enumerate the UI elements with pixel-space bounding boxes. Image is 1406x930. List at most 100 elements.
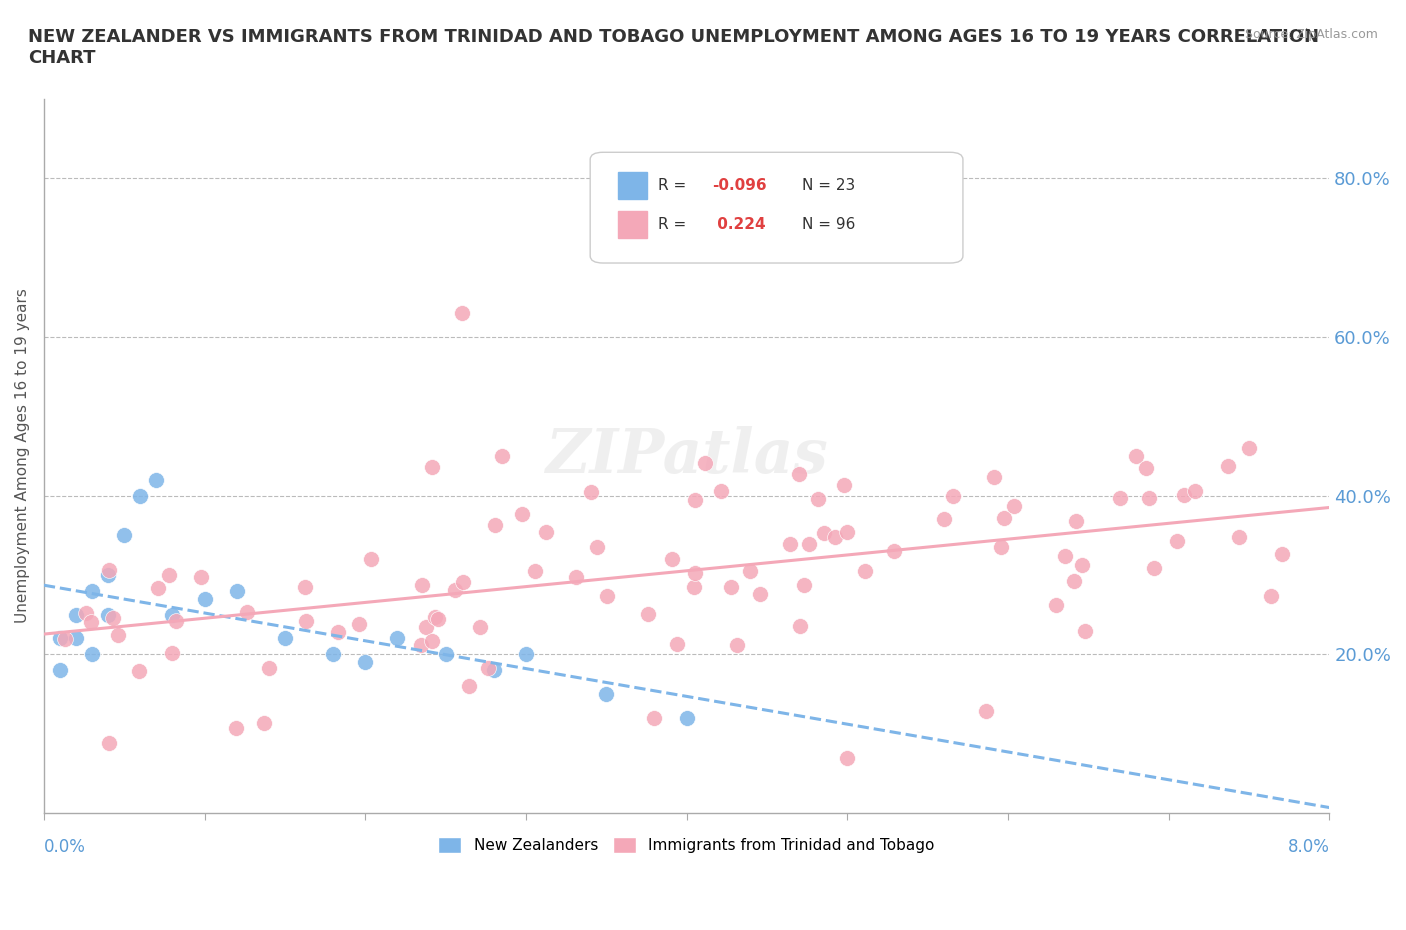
Point bbox=[148, 580, 170, 595]
Point bbox=[294, 579, 316, 594]
Legend: New Zealanders, Immigrants from Trinidad and Tobago: New Zealanders, Immigrants from Trinidad… bbox=[432, 830, 941, 859]
Text: N = 23: N = 23 bbox=[803, 178, 855, 193]
Text: NEW ZEALANDER VS IMMIGRANTS FROM TRINIDAD AND TOBAGO UNEMPLOYMENT AMONG AGES 16 : NEW ZEALANDER VS IMMIGRANTS FROM TRINIDA… bbox=[28, 28, 1319, 67]
Point bbox=[1229, 529, 1251, 544]
Point bbox=[682, 579, 704, 594]
Point bbox=[458, 679, 481, 694]
Text: 8.0%: 8.0% bbox=[1288, 839, 1329, 857]
Point bbox=[832, 477, 855, 492]
Point bbox=[837, 525, 859, 539]
Point bbox=[165, 613, 187, 628]
Text: Source: ZipAtlas.com: Source: ZipAtlas.com bbox=[1244, 28, 1378, 41]
Point bbox=[534, 525, 557, 539]
Text: 0.224: 0.224 bbox=[713, 217, 766, 232]
Point bbox=[1218, 458, 1240, 473]
Point bbox=[586, 539, 609, 554]
Text: R =: R = bbox=[658, 217, 692, 232]
Point bbox=[976, 703, 998, 718]
Point bbox=[883, 544, 905, 559]
Point bbox=[793, 578, 815, 592]
Point bbox=[97, 607, 120, 622]
Point bbox=[420, 459, 443, 474]
Point bbox=[190, 569, 212, 584]
Point bbox=[993, 511, 1015, 525]
Point bbox=[420, 633, 443, 648]
Point bbox=[720, 579, 742, 594]
Point bbox=[1063, 573, 1085, 588]
Point bbox=[683, 492, 706, 507]
Point bbox=[434, 647, 457, 662]
Point bbox=[853, 564, 876, 578]
Point bbox=[322, 647, 344, 662]
Point bbox=[274, 631, 297, 646]
Point bbox=[97, 567, 120, 582]
Point bbox=[665, 637, 688, 652]
Point bbox=[1125, 448, 1147, 463]
Point bbox=[236, 604, 259, 619]
Point bbox=[157, 567, 180, 582]
Point bbox=[581, 485, 603, 499]
Y-axis label: Unemployment Among Ages 16 to 19 years: Unemployment Among Ages 16 to 19 years bbox=[15, 288, 30, 623]
Point bbox=[595, 686, 617, 701]
Point bbox=[409, 638, 432, 653]
Point bbox=[193, 591, 215, 606]
Point bbox=[1173, 488, 1195, 503]
Point bbox=[515, 647, 537, 662]
Text: ZIPatlas: ZIPatlas bbox=[546, 426, 828, 485]
Point bbox=[162, 607, 184, 622]
FancyBboxPatch shape bbox=[591, 153, 963, 263]
Point bbox=[444, 582, 467, 597]
Point bbox=[145, 472, 167, 487]
Point bbox=[349, 617, 371, 631]
Point bbox=[295, 613, 318, 628]
Point bbox=[80, 615, 103, 630]
Point bbox=[97, 736, 120, 751]
Point bbox=[1045, 597, 1067, 612]
Point bbox=[510, 507, 533, 522]
Point bbox=[983, 470, 1005, 485]
Point bbox=[675, 711, 697, 725]
Point bbox=[482, 663, 505, 678]
Point bbox=[53, 631, 76, 646]
Text: R =: R = bbox=[658, 178, 692, 193]
Point bbox=[1109, 491, 1132, 506]
Point bbox=[451, 575, 474, 590]
Point bbox=[787, 467, 810, 482]
Point bbox=[415, 619, 437, 634]
Point bbox=[354, 655, 377, 670]
Point bbox=[1054, 549, 1077, 564]
Point bbox=[49, 631, 72, 646]
Point bbox=[103, 611, 125, 626]
Point bbox=[643, 711, 665, 725]
Point bbox=[477, 660, 499, 675]
Point bbox=[789, 618, 811, 633]
Point bbox=[491, 449, 513, 464]
Point bbox=[738, 564, 761, 578]
Point bbox=[484, 518, 506, 533]
Point bbox=[128, 663, 150, 678]
Point bbox=[225, 583, 247, 598]
Point bbox=[426, 612, 449, 627]
Text: N = 96: N = 96 bbox=[803, 217, 856, 232]
Point bbox=[1071, 557, 1094, 572]
Point bbox=[423, 610, 446, 625]
Point bbox=[1184, 484, 1206, 498]
Point bbox=[595, 589, 617, 604]
Point bbox=[837, 751, 859, 765]
Point bbox=[1271, 547, 1294, 562]
Point bbox=[65, 631, 87, 646]
Point bbox=[1237, 441, 1260, 456]
Point bbox=[1142, 561, 1164, 576]
Point bbox=[65, 607, 87, 622]
Point bbox=[695, 456, 717, 471]
Point bbox=[710, 484, 733, 498]
Point bbox=[637, 607, 659, 622]
Bar bbox=[619, 211, 647, 238]
Point bbox=[799, 537, 821, 551]
Point bbox=[1002, 498, 1025, 513]
Point bbox=[160, 645, 183, 660]
Point bbox=[1166, 534, 1188, 549]
Point bbox=[1064, 514, 1087, 529]
Point bbox=[824, 530, 846, 545]
Point bbox=[470, 619, 492, 634]
